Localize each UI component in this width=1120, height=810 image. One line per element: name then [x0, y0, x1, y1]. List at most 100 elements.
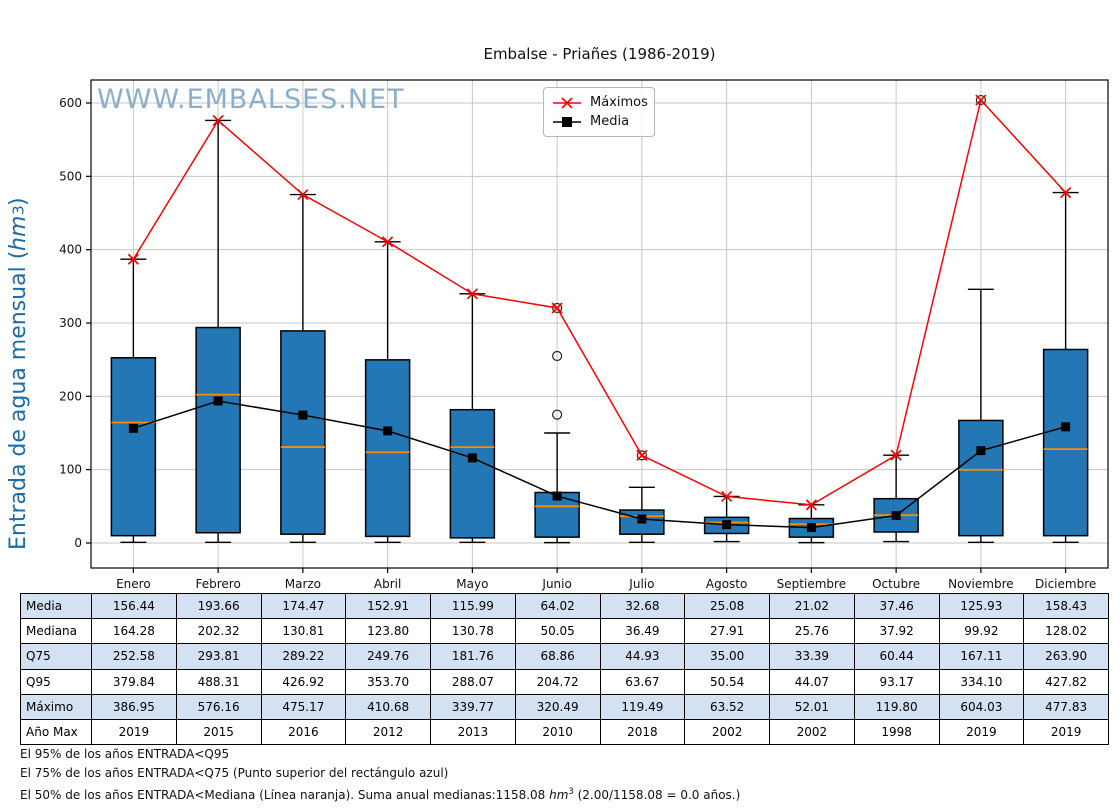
table-cell: 263.90	[1024, 644, 1109, 670]
table-cell: 2016	[261, 719, 347, 746]
maximos-line-x-icon	[553, 96, 581, 109]
table-cell: 99.92	[939, 619, 1025, 645]
mean-marker	[128, 423, 138, 433]
mean-marker	[637, 514, 647, 524]
table-cell: 320.49	[515, 694, 601, 720]
table-cell: 167.11	[939, 644, 1025, 670]
table-cell: 252.58	[92, 644, 177, 670]
y-tick-label: 100	[59, 463, 82, 477]
table-cell: 119.49	[600, 694, 686, 720]
table-cell: 427.82	[1024, 669, 1109, 695]
footnote-q75: El 75% de los años ENTRADA<Q75 (Punto su…	[20, 766, 449, 780]
table-cell: 130.78	[431, 619, 516, 645]
table-cell: 2013	[431, 719, 516, 746]
max-marker	[297, 188, 309, 201]
table-cell: 52.01	[770, 694, 855, 720]
y-tick-label: 0	[74, 536, 82, 550]
mean-marker	[467, 453, 477, 463]
media-line	[133, 400, 1066, 529]
table-cell: 293.81	[176, 644, 262, 670]
y-axis-label: Entrada de agua mensual (hm 3)	[6, 196, 31, 550]
max-marker	[1060, 186, 1072, 199]
media-line-square-icon	[553, 116, 581, 127]
max-marker	[636, 449, 648, 461]
table-cell: 35.00	[685, 644, 770, 670]
max-marker	[212, 114, 224, 127]
box-Marzo	[280, 330, 326, 535]
table-cell: 2019	[92, 719, 177, 746]
outlier	[552, 350, 563, 362]
legend-label-maximos: Máximos	[590, 95, 648, 110]
mean-marker	[1061, 422, 1071, 432]
mean-marker	[383, 426, 393, 436]
table-cell: 1998	[854, 719, 940, 746]
table-cell: 2015	[176, 719, 262, 746]
table-cell: 353.70	[346, 669, 431, 695]
maximos-line	[132, 98, 1067, 506]
table-cell: 33.39	[770, 644, 855, 670]
table-cell: 426.92	[261, 669, 347, 695]
table-cell: 475.17	[261, 694, 347, 720]
legend-label-media: Media	[590, 114, 630, 129]
table-cell: 2002	[685, 719, 770, 746]
x-tick-label: Mayo	[456, 577, 488, 591]
table-cell: 334.10	[939, 669, 1025, 695]
mean-marker	[722, 520, 732, 530]
max-marker	[805, 499, 817, 511]
y-tick-label: 300	[59, 316, 82, 330]
table-cell: 2012	[346, 719, 431, 746]
table-cell: 249.76	[346, 644, 431, 670]
box-Mayo	[449, 408, 496, 539]
gridlines	[91, 80, 1108, 568]
x-tick-label: Marzo	[285, 577, 321, 591]
legend-item-maximos: Máximos	[552, 93, 648, 112]
table-cell: 63.52	[685, 694, 770, 720]
table-row-label: Año Max	[21, 719, 92, 746]
x-tick-label: Febrero	[195, 577, 240, 591]
box-Febrero	[195, 326, 241, 534]
table-cell: 68.86	[515, 644, 601, 670]
table-row-label: Q75	[21, 644, 92, 670]
table-cell: 410.68	[346, 694, 431, 720]
table-cell: 130.81	[261, 619, 347, 645]
chart-title: Embalse - Priañes (1986-2019)	[483, 45, 716, 63]
table-cell: 125.93	[939, 594, 1025, 620]
outlier	[552, 409, 563, 420]
table-cell: 477.83	[1024, 694, 1109, 720]
table-cell: 339.77	[431, 694, 516, 720]
table-cell: 27.91	[685, 619, 770, 645]
table-cell: 21.02	[770, 594, 855, 620]
y-tick-label: 500	[59, 169, 82, 183]
x-tick-label: Octubre	[872, 577, 920, 591]
box-Enero	[110, 357, 157, 537]
watermark: WWW.EMBALSES.NET	[97, 84, 405, 115]
table-cell: 288.07	[431, 669, 516, 695]
table-cell: 115.99	[431, 594, 516, 620]
table-row-label: Máximo	[21, 694, 92, 720]
table-cell: 37.92	[854, 619, 940, 645]
x-tick-label: Abril	[374, 577, 401, 591]
table-row-label: Media	[21, 594, 92, 620]
y-tick-label: 200	[59, 389, 82, 403]
table-cell: 44.07	[770, 669, 855, 695]
table-cell: 2019	[939, 719, 1025, 746]
table-cell: 2018	[600, 719, 686, 746]
outlier	[636, 450, 647, 461]
mean-marker	[213, 396, 223, 406]
x-tick-label: Septiembre	[777, 577, 846, 591]
max-marker	[890, 449, 902, 461]
mean-marker	[298, 410, 308, 420]
table-cell: 164.28	[92, 619, 177, 645]
x-tick-label: Noviembre	[948, 577, 1014, 591]
axes: 0 100 200 300 400 500 600 Enero Febrero Marzo Abri…	[59, 79, 1109, 591]
table-row-label: Mediana	[21, 619, 92, 645]
table-cell: 2002	[770, 719, 855, 746]
table-cell: 64.02	[515, 594, 601, 620]
table-cell: 25.76	[770, 619, 855, 645]
max-marker	[721, 490, 733, 503]
table-cell: 119.80	[854, 694, 940, 720]
series-lines	[127, 94, 1072, 533]
table-cell: 604.03	[939, 694, 1025, 720]
table-cell: 93.17	[854, 669, 940, 695]
